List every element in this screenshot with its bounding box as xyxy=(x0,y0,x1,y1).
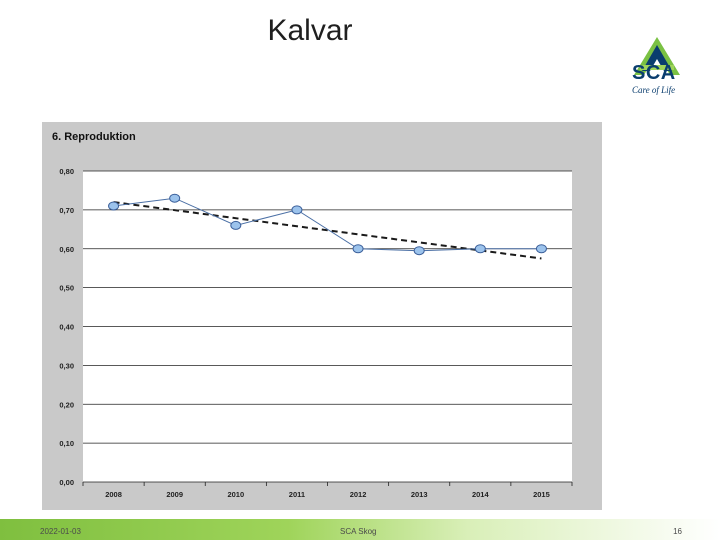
data-point xyxy=(169,193,181,203)
y-tick-label: 0,70 xyxy=(59,206,74,215)
x-tick-label: 2013 xyxy=(411,490,428,499)
data-point xyxy=(230,220,242,230)
data-point xyxy=(413,246,425,256)
footer-center-text: SCA Skog xyxy=(340,527,377,536)
series-line xyxy=(113,197,542,252)
y-tick-label: 0,50 xyxy=(59,284,74,293)
chart-title: 6. Reproduktion xyxy=(52,131,136,143)
y-tick-label: 0,80 xyxy=(59,167,74,176)
x-tick-label: 2014 xyxy=(472,490,490,499)
data-point xyxy=(291,205,303,215)
data-point xyxy=(474,244,486,254)
footer-bar: 2022-01-03 SCA Skog 16 xyxy=(0,519,720,540)
y-tick-label: 0,00 xyxy=(59,478,74,487)
data-point xyxy=(352,244,364,254)
y-tick-label: 0,40 xyxy=(59,323,74,332)
x-tick-label: 2015 xyxy=(533,490,550,499)
data-point xyxy=(108,201,120,211)
y-tick-label: 0,60 xyxy=(59,245,74,254)
x-tick-label: 2012 xyxy=(350,490,367,499)
sca-logo-icon xyxy=(634,37,680,75)
x-tick-label: 2009 xyxy=(166,490,183,499)
chart-panel: 6. Reproduktion 0,00 0,10 0,20 0,30 0,40 0,50 0… xyxy=(42,122,602,510)
data-point xyxy=(535,244,547,254)
x-tick-label: 2010 xyxy=(227,490,244,499)
x-tick-label: 2008 xyxy=(105,490,122,499)
logo-tagline: Care of Life xyxy=(632,85,676,95)
y-tick-label: 0,20 xyxy=(59,400,74,409)
reproduction-chart: 6. Reproduktion 0,00 0,10 0,20 0,30 0,40 0,50 0… xyxy=(52,131,573,499)
x-tick-label: 2011 xyxy=(289,490,305,499)
y-tick-label: 0,30 xyxy=(59,361,74,370)
trend-line xyxy=(113,201,542,260)
footer-page-number: 16 xyxy=(673,527,682,536)
slide-title: Kalvar xyxy=(267,14,353,47)
y-tick-label: 0,10 xyxy=(59,439,74,448)
logo-text: SCA xyxy=(632,62,676,84)
footer-date: 2022-01-03 xyxy=(40,527,81,536)
